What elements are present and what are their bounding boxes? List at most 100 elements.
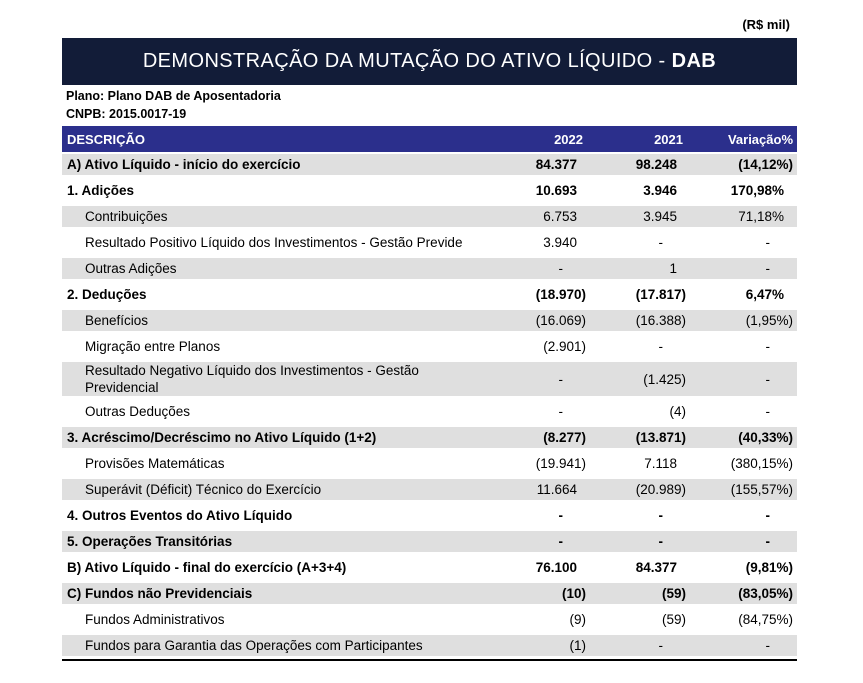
table-row: A) Ativo Líquido - início do exercício 8… xyxy=(62,152,797,178)
table-body: A) Ativo Líquido - início do exercício 8… xyxy=(62,152,797,659)
value-2021: (59) xyxy=(661,586,686,601)
value-variacao: - xyxy=(765,534,771,549)
table-row: Superávit (Déficit) Técnico do Exercício… xyxy=(62,477,797,503)
value-2021: (13.871) xyxy=(635,430,686,445)
value-2021: 7.118 xyxy=(644,456,677,471)
value-2022: (8.277) xyxy=(543,430,586,445)
row-label: 2. Deduções xyxy=(67,287,147,302)
value-variacao: - xyxy=(765,235,771,250)
value-2021: - xyxy=(658,235,664,250)
value-variacao: - xyxy=(765,404,771,419)
table-row: 2. Deduções (18.970) (17.817) 6,47% xyxy=(62,282,797,308)
value-2021: (4) xyxy=(669,404,687,419)
value-variacao: - xyxy=(765,371,771,387)
row-label: C) Fundos não Previdenciais xyxy=(67,586,253,601)
report-title: DEMONSTRAÇÃO DA MUTAÇÃO DO ATIVO LÍQUIDO… xyxy=(142,50,666,72)
row-label: B) Ativo Líquido - final do exercício (A… xyxy=(67,560,347,575)
table-row: Fundos Administrativos (9) (59) (84,75%) xyxy=(62,607,797,633)
value-2022: 3.940 xyxy=(543,235,577,250)
row-label: Resultado Positivo Líquido dos Investime… xyxy=(85,235,463,250)
col-header-2022: 2022 xyxy=(554,131,583,147)
table-row: 5. Operações Transitórias - - - xyxy=(62,529,797,555)
col-header-variacao: Variação% xyxy=(727,131,793,147)
value-2022: 10.693 xyxy=(535,183,577,198)
col-header-descricao: DESCRIÇÃO xyxy=(67,131,146,147)
table-row: Outras Deduções - (4) - xyxy=(62,399,797,425)
value-2021: (1.425) xyxy=(643,371,686,387)
value-2022: - xyxy=(558,508,564,523)
value-variacao: - xyxy=(765,508,771,523)
value-2022: 6.753 xyxy=(543,209,577,224)
value-variacao: (84,75%) xyxy=(738,612,793,627)
row-label: 1. Adições xyxy=(67,183,135,198)
value-2022: - xyxy=(558,371,564,387)
row-label: 5. Operações Transitórias xyxy=(67,534,233,549)
row-label: Superávit (Déficit) Técnico do Exercício xyxy=(85,482,322,497)
value-variacao: (1,95%) xyxy=(745,313,793,328)
cnpb-code: CNPB: 2015.0017-19 xyxy=(66,107,187,121)
value-2022: (18.970) xyxy=(535,287,586,302)
value-2022: (2.901) xyxy=(543,339,586,354)
value-2021: (17.817) xyxy=(635,287,686,302)
row-label: Outras Deduções xyxy=(85,404,191,419)
value-2022: - xyxy=(558,404,564,419)
table-row: 1. Adições 10.693 3.946 170,98% xyxy=(62,178,797,204)
value-2021: - xyxy=(658,339,664,354)
value-2022: 84.377 xyxy=(535,157,577,172)
value-variacao: (40,33%) xyxy=(738,430,793,445)
value-variacao: - xyxy=(765,261,771,276)
table-row: Provisões Matemáticas (19.941) 7.118 (38… xyxy=(62,451,797,477)
value-2022: - xyxy=(558,261,564,276)
value-2021: 1 xyxy=(669,261,677,276)
row-label: Migração entre Planos xyxy=(85,339,221,354)
value-2021: (16.388) xyxy=(635,313,686,328)
table-row: Benefícios (16.069) (16.388) (1,95%) xyxy=(62,308,797,334)
row-label: Fundos Administrativos xyxy=(85,612,225,627)
value-2021: (20.989) xyxy=(635,482,686,497)
table-row: Contribuições 6.753 3.945 71,18% xyxy=(62,204,797,230)
col-header-2021: 2021 xyxy=(654,131,683,147)
report-title-suffix: DAB xyxy=(671,50,717,72)
value-2022: (1) xyxy=(569,638,587,653)
row-label: 3. Acréscimo/Decréscimo no Ativo Líquido… xyxy=(67,430,377,445)
value-variacao: 6,47% xyxy=(745,287,784,302)
table-row: B) Ativo Líquido - final do exercício (A… xyxy=(62,555,797,581)
report-title-banner: DEMONSTRAÇÃO DA MUTAÇÃO DO ATIVO LÍQUIDO… xyxy=(62,38,797,85)
value-2021: 3.945 xyxy=(643,209,677,224)
value-2021: 98.248 xyxy=(635,157,677,172)
table-row: Migração entre Planos (2.901) - - xyxy=(62,334,797,360)
table-row: Resultado Negativo Líquido dos Investime… xyxy=(62,360,797,399)
table-row: Outras Adições - 1 - xyxy=(62,256,797,282)
value-2021: - xyxy=(658,638,664,653)
value-variacao: 71,18% xyxy=(738,209,784,224)
row-label: Fundos para Garantia das Operações com P… xyxy=(85,638,423,653)
table-row: Fundos para Garantia das Operações com P… xyxy=(62,633,797,659)
value-2022: (19.941) xyxy=(535,456,586,471)
value-2021: 84.377 xyxy=(635,560,677,575)
mutation-statement-table: DESCRIÇÃO 2022 2021 Variação% A) Ativo L… xyxy=(62,126,797,661)
value-2021: 3.946 xyxy=(643,183,677,198)
row-label: Benefícios xyxy=(85,313,149,328)
value-2022: (9) xyxy=(569,612,587,627)
value-2022: 76.100 xyxy=(535,560,577,575)
row-label: A) Ativo Líquido - início do exercício xyxy=(67,157,301,172)
value-2021: (59) xyxy=(661,612,686,627)
table-row: Resultado Positivo Líquido dos Investime… xyxy=(62,230,797,256)
value-2022: 11.664 xyxy=(536,482,577,497)
value-2021: - xyxy=(658,508,664,523)
value-2022: - xyxy=(558,534,564,549)
value-2021: - xyxy=(658,534,664,549)
table-row: 3. Acréscimo/Decréscimo no Ativo Líquido… xyxy=(62,425,797,451)
table-row: C) Fundos não Previdenciais (10) (59) (8… xyxy=(62,581,797,607)
value-variacao: 170,98% xyxy=(730,183,784,198)
row-label: Provisões Matemáticas xyxy=(85,456,225,471)
value-variacao: (83,05%) xyxy=(738,586,793,601)
currency-note: (R$ mil) xyxy=(742,17,790,32)
table-row: 4. Outros Eventos do Ativo Líquido - - - xyxy=(62,503,797,529)
value-variacao: (9,81%) xyxy=(745,560,793,575)
row-label: Contribuições xyxy=(85,209,168,224)
value-2022: (16.069) xyxy=(535,313,586,328)
plan-name: Plano: Plano DAB de Aposentadoria xyxy=(66,89,281,103)
table-header-row: DESCRIÇÃO 2022 2021 Variação% xyxy=(62,126,797,152)
